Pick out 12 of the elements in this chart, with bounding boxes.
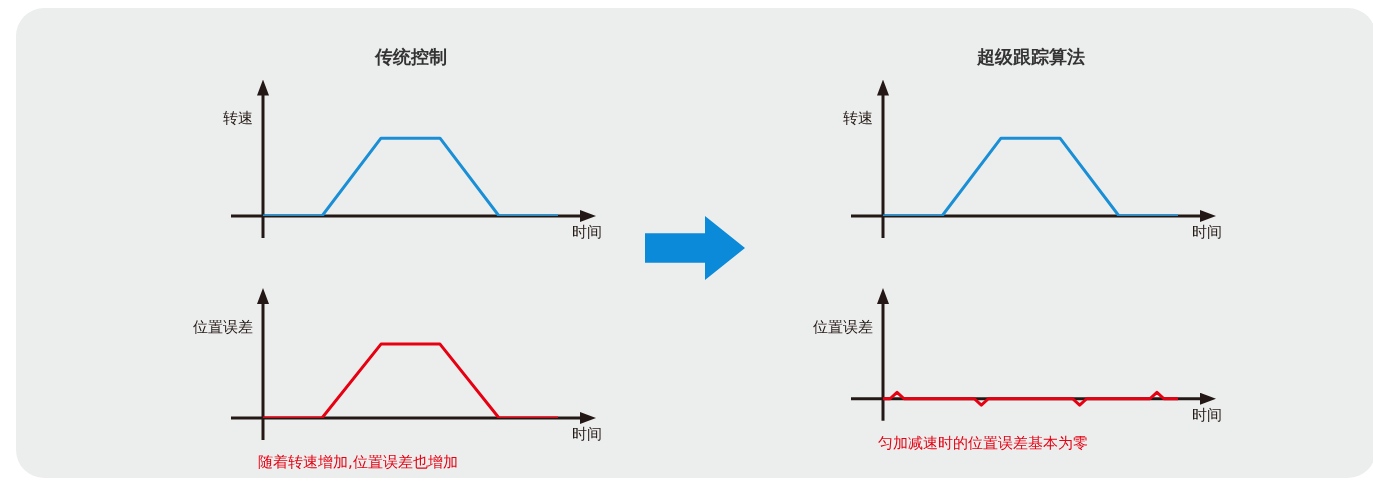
text: 随着转速增加,位置误差也增加 [258, 453, 458, 472]
chart-title: 传统控制 [373, 46, 447, 68]
x-axis-title: 时间 [572, 425, 602, 444]
y-axis-title: 位置误差 [193, 317, 253, 336]
y-axis-title: 转速 [223, 109, 253, 128]
chart-title: 超级跟踪算法 [975, 46, 1085, 68]
x-axis-title: 时间 [572, 223, 602, 242]
y-axis-title: 转速 [843, 109, 873, 128]
y-axis-title: 位置误差 [813, 317, 873, 336]
x-axis-title: 时间 [1192, 406, 1222, 425]
x-axis-title: 时间 [1192, 223, 1222, 242]
text: 匀加减速时的位置误差基本为零 [878, 434, 1088, 453]
